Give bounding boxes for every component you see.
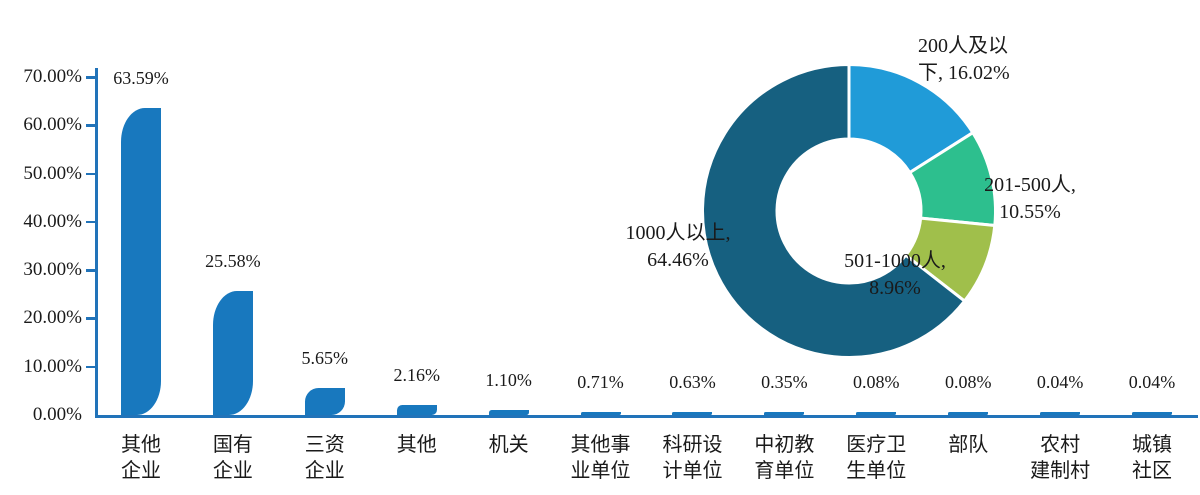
donut-slice-label-4: 1000人以上, 64.46%: [598, 220, 758, 274]
bar-4: [396, 404, 437, 415]
bar-value-label: 0.35%: [761, 371, 808, 392]
x-axis-line: [95, 415, 1198, 418]
category-label: 三资 企业: [255, 432, 395, 484]
bar-7: [672, 411, 713, 415]
category-label-line: 中初教: [754, 434, 815, 456]
category-label: 医疗卫 生单位: [806, 432, 946, 484]
category-label: 城镇 社区: [1082, 432, 1200, 484]
donut-slice-label-line: 8.96%: [869, 277, 921, 299]
y-tick-label: 0.00%: [32, 404, 82, 425]
donut-slice-label-1: 200人及以 下, 16.02%: [918, 33, 1078, 87]
bar-3: [304, 387, 345, 415]
category-label-line: 建制村: [1030, 460, 1091, 482]
bar-value-label: 1.10%: [485, 369, 532, 390]
category-label-line: 育单位: [754, 460, 815, 482]
category-label-line: 企业: [304, 460, 345, 482]
category-label-line: 其他事: [570, 434, 631, 456]
category-label-line: 其他: [120, 434, 161, 456]
category-label-line: 社区: [1132, 460, 1173, 482]
category-label: 国有 企业: [163, 432, 303, 484]
y-tick-label: 60.00%: [23, 114, 82, 136]
category-label-line: 企业: [120, 460, 161, 482]
y-tick-mark: [86, 365, 95, 369]
bar-value-label: 0.04%: [1036, 371, 1084, 392]
bar-value-label: 25.58%: [205, 251, 261, 272]
donut-slice-label-line: 1000人以上,: [625, 222, 731, 244]
bar-2: [212, 291, 253, 415]
y-axis-line: [95, 68, 98, 417]
donut-slice-label-line: 201-500人,: [984, 174, 1076, 196]
y-tick-label: 30.00%: [23, 259, 82, 281]
y-tick-mark: [86, 220, 95, 224]
bar-5: [488, 409, 529, 415]
donut-slice-4: [701, 63, 967, 359]
category-label: 机关: [439, 432, 579, 458]
bar-12: [1132, 411, 1173, 415]
bar-value-label: 5.65%: [301, 347, 349, 368]
category-label-line: 计单位: [662, 460, 723, 482]
bar-value-label: 0.63%: [669, 371, 716, 392]
category-label-line: 国有: [212, 434, 253, 456]
bar-value-label: 0.08%: [944, 371, 992, 392]
bar-value-label: 0.08%: [853, 371, 900, 392]
bar-9: [856, 411, 897, 415]
bar-6: [580, 411, 621, 415]
y-tick-mark: [86, 76, 95, 79]
category-label-line: 业单位: [570, 460, 631, 482]
y-tick-mark: [86, 172, 95, 176]
bar-10: [948, 411, 989, 415]
category-label: 其他 企业: [71, 432, 211, 484]
y-tick-mark: [86, 269, 95, 272]
category-label: 其他: [347, 432, 487, 458]
donut-slice-label-line: 501-1000人,: [844, 250, 946, 272]
category-label-line: 医疗卫: [846, 434, 907, 456]
category-label-line: 部队: [948, 434, 989, 456]
donut-slice-label-line: 200人及以: [918, 35, 1008, 57]
bar-value-label: 0.71%: [577, 371, 624, 392]
y-tick-label: 70.00%: [23, 66, 82, 87]
donut-slice-label-line: 64.46%: [647, 249, 709, 271]
category-label: 科研设 计单位: [622, 432, 762, 484]
category-label-line: 科研设: [662, 434, 723, 456]
bar-8: [764, 411, 805, 415]
y-tick-label: 40.00%: [23, 210, 82, 232]
y-tick-label: 50.00%: [23, 162, 82, 184]
category-label-line: 企业: [212, 460, 253, 482]
y-tick-label: 20.00%: [23, 307, 82, 329]
category-label: 部队: [898, 432, 1038, 458]
y-tick-mark: [86, 124, 95, 127]
category-label-line: 其他: [396, 434, 437, 456]
donut-slice-label-2: 201-500人, 10.55%: [950, 172, 1110, 226]
bar-value-label: 0.04%: [1128, 371, 1176, 392]
bar-1: [120, 107, 161, 415]
bar-value-label: 63.59%: [113, 67, 169, 88]
bar-value-label: 2.16%: [393, 364, 440, 385]
category-label: 农村 建制村: [990, 432, 1130, 484]
category-label-line: 农村: [1040, 434, 1081, 456]
category-label-line: 机关: [488, 434, 529, 456]
bar-11: [1040, 411, 1081, 415]
donut-slice-label-line: 10.55%: [999, 201, 1061, 223]
donut-slice-label-3: 501-1000人, 8.96%: [815, 248, 975, 302]
y-tick-label: 10.00%: [23, 355, 82, 377]
donut-slice-label-line: 下, 16.02%: [918, 62, 1010, 84]
category-label-line: 三资: [304, 434, 345, 456]
category-label-line: 城镇: [1132, 434, 1173, 456]
y-tick-mark: [86, 317, 95, 320]
category-label-line: 生单位: [846, 460, 907, 482]
category-label: 其他事 业单位: [531, 432, 671, 484]
category-label: 中初教 育单位: [714, 432, 854, 484]
donut-chart: [701, 63, 997, 359]
